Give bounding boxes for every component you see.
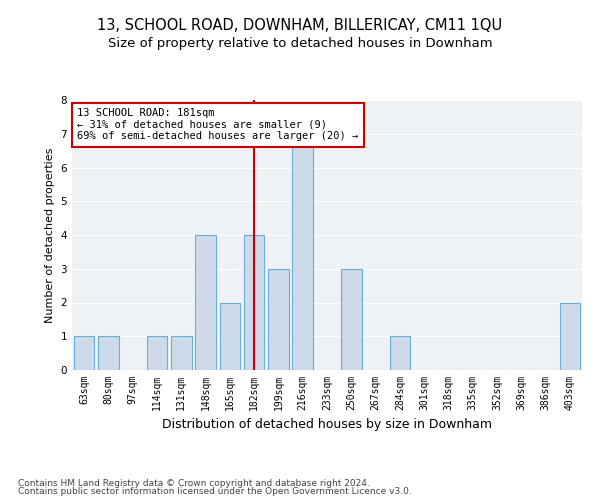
Text: Contains HM Land Registry data © Crown copyright and database right 2024.: Contains HM Land Registry data © Crown c…	[18, 478, 370, 488]
Bar	[195, 235, 216, 370]
Bar	[244, 235, 265, 370]
Text: Contains public sector information licensed under the Open Government Licence v3: Contains public sector information licen…	[18, 487, 412, 496]
Bar	[560, 302, 580, 370]
X-axis label: Distribution of detached houses by size in Downham: Distribution of detached houses by size …	[162, 418, 492, 432]
Bar	[98, 336, 119, 370]
Text: 13, SCHOOL ROAD, DOWNHAM, BILLERICAY, CM11 1QU: 13, SCHOOL ROAD, DOWNHAM, BILLERICAY, CM…	[97, 18, 503, 32]
Text: 13 SCHOOL ROAD: 181sqm
← 31% of detached houses are smaller (9)
69% of semi-deta: 13 SCHOOL ROAD: 181sqm ← 31% of detached…	[77, 108, 358, 142]
Y-axis label: Number of detached properties: Number of detached properties	[45, 148, 55, 322]
Bar	[389, 336, 410, 370]
Bar	[74, 336, 94, 370]
Bar	[146, 336, 167, 370]
Bar	[171, 336, 191, 370]
Bar	[341, 269, 362, 370]
Bar	[292, 134, 313, 370]
Text: Size of property relative to detached houses in Downham: Size of property relative to detached ho…	[107, 38, 493, 51]
Bar	[220, 302, 240, 370]
Bar	[268, 269, 289, 370]
